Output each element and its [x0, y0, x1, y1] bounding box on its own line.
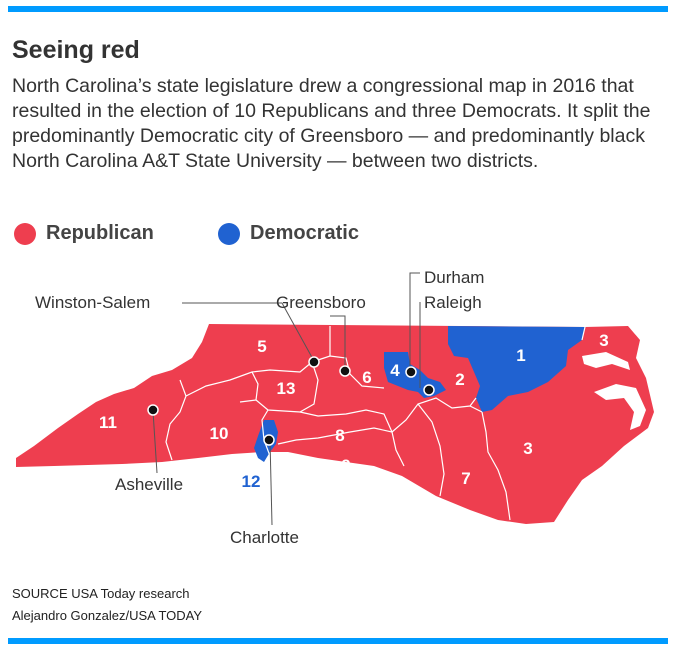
district-label-1: 1	[516, 346, 525, 365]
district-label-12: 12	[242, 472, 261, 491]
leader-durham	[409, 272, 420, 370]
boundary-2-3	[469, 405, 483, 413]
district-label-6: 6	[362, 368, 371, 387]
district-label-3: 3	[523, 439, 532, 458]
boundary-11-10	[165, 379, 187, 461]
boundary-6	[311, 355, 385, 389]
marker-greensboro	[339, 365, 351, 377]
district-label-4: 4	[390, 361, 400, 380]
legend-item-democratic: Democratic	[218, 222, 359, 245]
city-label-asheville: Asheville	[115, 475, 183, 494]
district-label-10: 10	[210, 424, 229, 443]
leader-winston-salem	[182, 302, 315, 362]
democratic-swatch	[218, 222, 240, 245]
city-markers	[147, 356, 435, 446]
district-label-3-north: 3	[599, 331, 608, 350]
district-label-13: 13	[277, 379, 296, 398]
legend-item-republican: Republican	[14, 222, 154, 245]
leader-charlotte	[269, 439, 273, 526]
district-label-8: 8	[335, 426, 344, 445]
albemarle-sound	[582, 352, 630, 370]
district-label-7: 7	[461, 469, 470, 488]
bottom-accent-bar	[8, 638, 668, 644]
boundary-13	[251, 361, 319, 413]
district-label-11: 11	[99, 413, 117, 432]
boundary-10-8	[239, 399, 257, 403]
district-labels: 1 2 3 3 4 5 6 7 8 9 10 11 13	[99, 331, 609, 488]
boundary-3-west	[481, 411, 511, 521]
leader-asheville	[152, 410, 158, 474]
marker-charlotte	[263, 434, 275, 446]
city-label-charlotte: Charlotte	[230, 528, 299, 547]
graphic-description: North Carolina’s state legislature drew …	[12, 75, 651, 172]
district-1-shape	[448, 326, 585, 412]
boundary-7	[417, 403, 445, 497]
boundary-9-east	[277, 427, 405, 467]
marker-winston-salem	[308, 356, 320, 368]
city-label-winston-salem: Winston-Salem	[35, 293, 150, 312]
boundary-1-east	[581, 326, 586, 341]
city-label-greensboro: Greensboro	[276, 293, 366, 312]
marker-raleigh	[423, 384, 435, 396]
city-label-raleigh: Raleigh	[424, 293, 482, 312]
district-label-9: 9	[341, 456, 350, 475]
leader-lines	[152, 272, 421, 526]
pamlico-sound	[594, 384, 646, 430]
republican-swatch	[14, 222, 36, 245]
legend-label-republican: Republican	[46, 222, 154, 244]
city-label-durham: Durham	[424, 268, 484, 287]
district-label-5: 5	[257, 337, 266, 356]
source-credit: SOURCE USA Today research	[12, 586, 190, 601]
city-labels: Winston-Salem Greensboro Durham Raleigh …	[35, 268, 484, 547]
marker-asheville	[147, 404, 159, 416]
legend-label-democratic: Democratic	[250, 222, 359, 244]
boundary-8-9	[299, 409, 393, 433]
leader-greensboro	[330, 315, 346, 370]
marker-durham	[405, 366, 417, 378]
graphic-title: Seeing red	[12, 36, 140, 64]
district-label-2: 2	[455, 370, 464, 389]
top-accent-bar	[8, 6, 668, 12]
byline-credit: Alejandro Gonzalez/USA TODAY	[12, 608, 203, 623]
